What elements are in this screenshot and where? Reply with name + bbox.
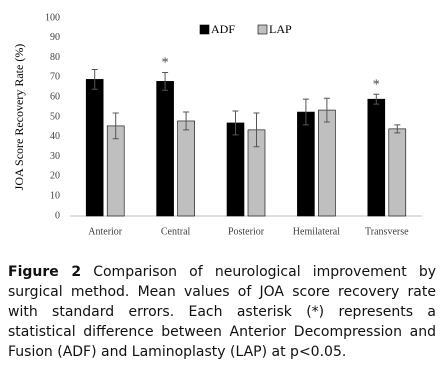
legend-label: ADF (211, 22, 235, 36)
bar (388, 128, 407, 217)
bar (318, 109, 336, 217)
x-tick-label: Anterior (88, 226, 123, 237)
caption-text: Comparison of neurological improvement b… (8, 264, 436, 360)
error-bar (302, 98, 309, 126)
error-bar (183, 111, 190, 131)
y-tick-label: 20 (50, 171, 60, 182)
bar (226, 122, 245, 217)
x-tick-label: Central (161, 226, 191, 237)
error-bar (253, 112, 260, 148)
caption: Figure 2 Comparison of neurological impr… (8, 262, 436, 362)
bar (106, 125, 125, 217)
error-bar (162, 71, 169, 91)
y-axis-label: JOA Score Recovery Rate (%) (12, 44, 26, 191)
x-tick-label: Hemilateral (293, 226, 340, 237)
y-tick-label: 90 (50, 32, 60, 43)
legend-swatch (199, 24, 210, 35)
error-bar (394, 124, 401, 134)
bar (367, 98, 386, 217)
y-tick-label: 60 (50, 91, 60, 102)
error-bar (232, 110, 239, 136)
bar (297, 111, 315, 217)
y-tick-label: 40 (50, 131, 60, 142)
x-tick-label: Posterior (228, 226, 265, 237)
chart: JOA Score Recovery Rate (%) 0 10 20 30 40 50 6… (12, 12, 422, 237)
error-bar (112, 112, 119, 140)
y-tick-label: 30 (50, 151, 60, 162)
y-tick-label: 80 (50, 52, 60, 63)
error-bar (373, 93, 380, 105)
x-tick-label: Transverse (365, 226, 409, 237)
error-bar (91, 68, 98, 90)
legend-label: LAP (269, 22, 292, 36)
y-tick-label: 50 (50, 111, 60, 122)
significance-marker: * (162, 56, 169, 71)
bar (156, 81, 174, 217)
y-tick-label: 70 (50, 72, 60, 83)
caption-label: Figure 2 (8, 264, 82, 280)
y-tick-label: 0 (55, 210, 60, 221)
bar (177, 120, 195, 217)
bar (85, 79, 104, 217)
error-bar (323, 97, 330, 123)
significance-marker: * (373, 77, 380, 92)
y-tick-label: 100 (45, 12, 60, 23)
y-tick-label: 10 (50, 190, 60, 201)
legend-swatch (257, 24, 268, 35)
